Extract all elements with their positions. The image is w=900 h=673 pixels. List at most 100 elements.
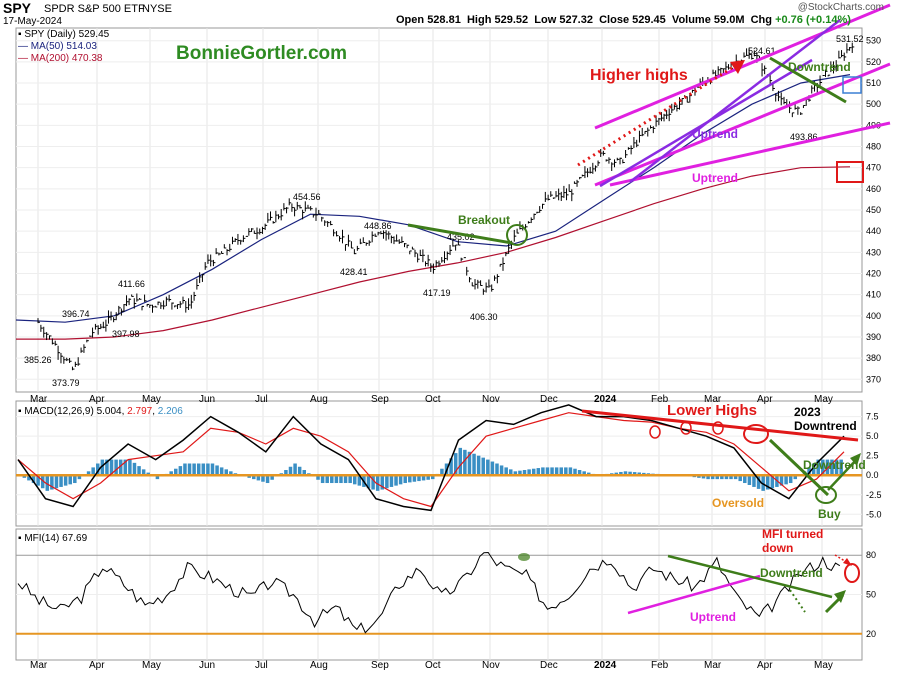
histogram-bar [770,475,775,489]
histogram-bar [352,475,357,485]
price-label: 531.52 [836,34,864,44]
histogram-bar [36,475,40,486]
price-y-tick: 390 [866,332,881,342]
high-label: High [466,14,492,26]
histogram-bar [366,475,371,489]
histogram-bar [541,467,545,476]
x-tick-label: Mar [704,660,722,671]
macd-value: 5.004 [96,406,122,417]
ma200-box [836,161,864,183]
histogram-bar [554,467,559,476]
histogram-bar [733,475,738,480]
histogram-bar [261,475,265,482]
x-tick-label: May [142,660,161,671]
ma50-line [15,74,851,323]
annotation-buy: Buy [818,507,841,521]
macd-rebound-line [827,457,859,491]
histogram-bar [761,475,765,491]
histogram-bar [623,471,628,476]
macd-line [17,404,845,512]
histogram-bar [224,469,228,476]
histogram-bar [297,466,302,476]
x-tick-label: Nov [482,394,500,405]
histogram-bar [779,475,784,486]
lower-high-circle-big [743,424,769,444]
exchange: NYSE [142,3,172,15]
price-y-tick: 470 [866,163,881,173]
price-y-tick: 460 [866,184,881,194]
x-tick-label: May [814,660,833,671]
histogram-bar [720,475,724,480]
histogram-bar [504,467,508,476]
histogram-bar [27,475,31,481]
histogram-bar [77,475,82,480]
histogram-bar [50,475,54,490]
histogram-bar [302,470,307,476]
mfi-downtrend-line [667,554,833,599]
histogram-bar [628,471,632,476]
histogram-bar [449,458,453,476]
histogram-bar [215,465,219,476]
x-tick-label: May [814,394,833,405]
histogram-bar [408,475,412,483]
price-y-tick: 410 [866,290,881,300]
histogram-bar [710,475,715,480]
histogram-bar [114,459,118,476]
brand-label: BonnieGortler.com [176,43,348,64]
histogram-bar [54,475,59,489]
price-y-tick: 480 [866,142,881,152]
histogram-bar [371,475,375,490]
x-tick-label: Jul [255,394,268,405]
price-label: 435.02 [447,232,475,242]
open-label: Open [396,14,425,26]
annotation-mfi-uptrend: Uptrend [690,610,736,624]
histogram-bar [206,463,210,476]
histogram-bar [417,475,421,482]
histogram-bar [109,459,114,476]
x-tick-label: Apr [757,394,773,405]
mfi-line [17,551,841,634]
histogram-bar [174,468,178,476]
annotation-mfi-turned: MFI turned [762,527,823,541]
histogram-bar [394,475,398,486]
histogram-bar [375,475,380,491]
histogram-bar [463,449,467,476]
histogram-bar [582,471,586,476]
higher-highs-arrow [730,60,745,74]
histogram-bar [701,475,706,479]
annotation-breakout: Breakout [458,213,510,227]
histogram-bar [426,475,430,480]
histogram-bar [756,475,761,489]
price-bars [37,42,855,371]
volume-value: 59.0M [713,14,745,26]
mfi-turn-circle [844,563,860,583]
histogram-bar [747,475,752,485]
histogram-bar [284,470,288,476]
x-tick-label: Mar [30,660,48,671]
histogram-bar [632,472,637,476]
histogram-bar [100,459,105,476]
histogram-bar [403,475,407,484]
histogram-bar [86,471,91,476]
price-y-tick: 530 [866,36,881,46]
x-tick-label: Sep [371,394,389,405]
histogram-bar [219,467,224,476]
price-y-tick: 450 [866,205,881,215]
mfi-dotted-line [789,589,806,613]
histogram-bar [522,470,527,476]
histogram-bar [440,468,444,476]
watermark: @StockCharts.com [797,2,884,13]
histogram-bar [513,471,518,476]
ohlc-bar: Open 528.81 High 529.52 Low 527.32 Close… [396,14,851,26]
purple-uptrend-line [629,19,841,183]
x-tick-label: 2024 [594,660,617,671]
histogram-bar [141,469,146,476]
x-tick-label: Oct [425,394,441,405]
price-y-tick: 370 [866,374,881,384]
x-tick-label: Sep [371,660,389,671]
annotation-2023-downtrend: Downtrend [794,419,857,433]
annotation-macd-downtrend: Downtrend [803,458,866,472]
x-tick-label: Aug [310,660,328,671]
histogram-bar [265,475,270,484]
